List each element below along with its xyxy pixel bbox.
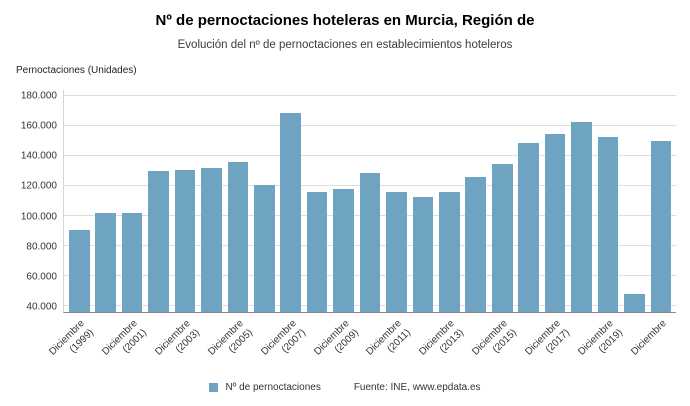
y-tick-label: 140.000	[20, 150, 57, 162]
x-tick-label: Diciembre (2009)	[311, 318, 361, 358]
y-axis: 40.000 60.000 80.000 100.000 120.000 140.000 1…	[0, 90, 57, 313]
bar	[650, 141, 672, 312]
y-tick-label: 60.000	[26, 271, 57, 283]
x-tick-label: Diciembre (2007)	[258, 318, 308, 358]
x-tick-label: Diciembre (2015)	[470, 318, 519, 358]
gridline	[64, 125, 676, 126]
bar	[439, 192, 460, 312]
x-tick-label: Diciembre (2011)	[364, 318, 414, 358]
bar-slot: Diciembre (2017)	[523, 90, 572, 358]
bar	[544, 133, 566, 312]
bar-slot	[92, 90, 118, 312]
bar	[386, 192, 407, 312]
legend-swatch-icon	[209, 383, 219, 392]
x-tick-label: Diciembre (2017)	[523, 318, 572, 358]
bar-slot	[568, 90, 594, 312]
bar	[359, 172, 381, 312]
bar-slot: Diciembre (2003)	[153, 90, 202, 358]
bar-slot: Diciembre (2007)	[259, 90, 307, 358]
bar	[306, 192, 328, 312]
bar	[121, 213, 143, 312]
bar	[253, 184, 275, 312]
x-tick-label: Diciembre (2001)	[100, 318, 149, 358]
bar	[333, 189, 354, 312]
y-tick-label: 80.000	[26, 241, 57, 253]
bar	[95, 213, 116, 312]
y-tick-label: 160.000	[20, 120, 57, 132]
bar	[465, 177, 487, 312]
bar	[518, 142, 539, 312]
bar-slot	[463, 90, 489, 312]
bar-slot	[251, 90, 277, 312]
bar-slot	[621, 90, 647, 312]
bar-slot	[304, 90, 330, 312]
y-axis-title: Pernoctaciones (Unidades)	[16, 65, 137, 76]
bar	[491, 163, 513, 312]
plot-area: Diciembre (1999) Diciembre (2001) Diciembre(…	[47, 90, 676, 358]
x-tick-label: Diciembre (1999)	[47, 318, 96, 358]
x-tick-label: Diciembre (2019)	[576, 318, 625, 358]
y-tick-label: 40.000	[26, 301, 57, 313]
x-tick-label: Diciembre (2005)	[206, 318, 255, 358]
legend-label: Nº de pernoctaciones	[225, 382, 321, 393]
bar-slot: Diciembre (2013)	[418, 90, 466, 358]
bar-slot: Diciembre (2015)	[470, 90, 519, 358]
bar-slot	[357, 90, 383, 312]
bar	[68, 229, 90, 312]
x-tick-label: Diciembre	[629, 318, 669, 358]
bar	[148, 171, 169, 312]
bar-slot: Diciembre (1999)	[47, 90, 96, 358]
bar	[280, 112, 302, 312]
bar	[201, 168, 222, 312]
gridline	[64, 95, 676, 96]
chart-title: Nº de pernoctaciones hoteleras en Murcia…	[155, 12, 535, 29]
bar-slot	[198, 90, 224, 312]
y-tick-label: 180.000	[20, 90, 57, 102]
bar	[597, 136, 619, 312]
bar-slot	[145, 90, 171, 312]
bar	[174, 169, 196, 312]
bar	[227, 162, 249, 312]
bar	[624, 294, 645, 312]
bar-slot	[515, 90, 541, 312]
bar-slot: Diciembre (2001)	[100, 90, 149, 358]
y-tick-label: 120.000	[20, 180, 57, 192]
bar-slot	[410, 90, 436, 312]
x-tick-label: Diciembre (2003)	[153, 318, 202, 358]
x-tick-label: Diciembre (2013)	[417, 318, 466, 358]
bars: Diciembre (1999) Diciembre (2001) Diciembre(…	[47, 90, 674, 358]
bar-slot: Diciembre (2009)	[312, 90, 360, 358]
bar-slot: Diciembre (2011)	[365, 90, 413, 358]
bar	[412, 196, 434, 312]
y-tick-label: 100.000	[20, 211, 57, 223]
bar-slot: Diciembre (2005)	[206, 90, 254, 358]
bar	[571, 121, 592, 312]
gridline	[64, 155, 676, 156]
chart-subtitle: Evolución del nº de pernoctaciones en es…	[177, 39, 513, 51]
legend: Nº de pernoctaciones Fuente: INE, www.ep…	[0, 382, 690, 393]
bar-slot: Diciembre (2019)	[576, 90, 625, 358]
source-text: Fuente: INE, www.epdata.es	[353, 382, 481, 393]
chart-body: 40.000 60.000 80.000 100.000 120.000 140.000 1…	[0, 90, 676, 358]
bar-slot: Diciembre	[629, 90, 674, 358]
